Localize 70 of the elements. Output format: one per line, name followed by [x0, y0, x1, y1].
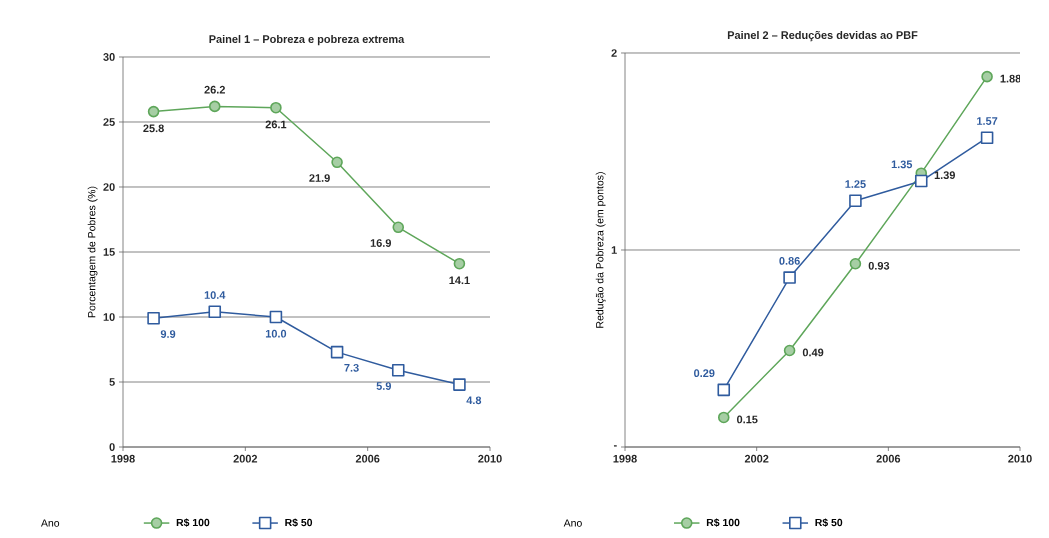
data-label: 14.1	[449, 276, 470, 285]
y-tick-label: 0	[109, 443, 115, 451]
y-tick-label: 20	[103, 183, 115, 191]
data-label: 0.86	[779, 257, 800, 265]
data-label: 0.15	[737, 415, 758, 424]
x-tick-label: 1998	[613, 454, 637, 463]
point	[391, 364, 405, 377]
point	[453, 257, 466, 270]
data-label: 0.29	[694, 369, 715, 378]
data-label: 26.1	[265, 120, 287, 129]
y-axis-title: Redução da Pobreza (em pontos)	[595, 172, 606, 328]
y-tick-label: 5	[109, 378, 115, 386]
data-label: 10.4	[204, 291, 226, 299]
chart-title: Painel 1 – Pobreza e pobreza extrema	[209, 34, 405, 46]
data-label: 21.9	[309, 174, 330, 182]
x-tick-label: 2006	[355, 454, 380, 463]
point	[981, 70, 993, 83]
point	[270, 101, 282, 114]
x-axis-title: Ano	[563, 519, 582, 527]
point	[147, 105, 160, 118]
data-label: 9.9	[160, 330, 176, 338]
data-label: 26.2	[204, 85, 225, 94]
data-label: 4.8	[466, 396, 482, 405]
y-axis-title: Porcentagem de Pobres (%)	[87, 186, 98, 318]
point	[717, 411, 730, 424]
y-tick-label: -	[613, 445, 617, 447]
y-tick-label: 15	[103, 248, 115, 256]
data-label: 1.25	[845, 180, 866, 188]
legend-label: R$ 100	[176, 518, 210, 527]
x-tick-label: 2002	[233, 454, 258, 463]
legend-label: R$ 50	[815, 518, 843, 527]
data-label: 25.8	[143, 124, 164, 133]
data-label: 16.9	[370, 239, 391, 247]
point	[980, 131, 994, 144]
point	[331, 156, 343, 169]
point	[392, 221, 405, 234]
point	[914, 174, 928, 188]
data-label: 10.0	[265, 329, 287, 338]
data-label: 7.3	[344, 363, 359, 372]
y-tick-label: 10	[103, 313, 115, 321]
point	[849, 194, 862, 208]
point	[717, 383, 731, 397]
data-label: 1.57	[977, 117, 998, 125]
x-tick-label: 2010	[478, 454, 502, 463]
data-label: 0.93	[868, 261, 890, 270]
x-tick-label: 2006	[876, 454, 901, 463]
y-tick-label: 25	[103, 118, 115, 126]
point	[269, 310, 283, 324]
chart-title: Painel 2 – Reduções devidas ao PBF	[727, 30, 918, 42]
point	[147, 312, 160, 325]
legend-label: R$ 50	[285, 518, 313, 527]
y-tick-label: 1	[611, 246, 617, 254]
y-tick-label: 30	[103, 53, 115, 61]
point	[783, 271, 796, 284]
x-tick-label: 1998	[111, 454, 135, 463]
point	[783, 344, 796, 357]
x-tick-label: 2010	[1008, 454, 1032, 463]
point	[849, 258, 862, 270]
point	[208, 305, 222, 319]
point	[330, 345, 344, 359]
x-tick-label: 2002	[744, 454, 769, 463]
point	[453, 378, 466, 391]
legend-label: R$ 100	[706, 518, 740, 527]
data-label: 1.35	[891, 160, 913, 169]
data-label: 5.9	[376, 382, 392, 390]
y-tick-label: 2	[611, 49, 617, 57]
data-label: 0.49	[802, 348, 824, 357]
point	[208, 100, 221, 113]
x-axis-title: Ano	[40, 519, 60, 527]
data-label: 1.39	[934, 171, 955, 180]
